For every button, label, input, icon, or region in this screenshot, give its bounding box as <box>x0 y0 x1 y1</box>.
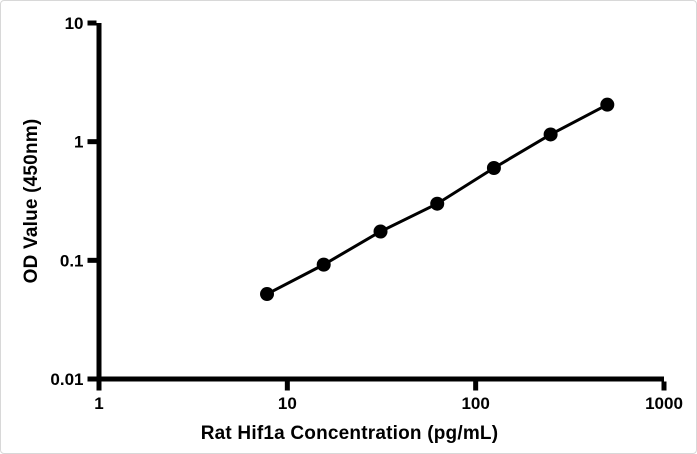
data-point-marker <box>316 257 331 272</box>
y-axis-title: OD Value (450nm) <box>21 118 42 284</box>
x-tick-label: 1 <box>94 394 103 413</box>
data-point-marker <box>486 160 501 175</box>
y-tick-label: 0.01 <box>50 370 83 389</box>
data-point-marker <box>600 97 615 112</box>
y-tick-label: 10 <box>65 14 84 33</box>
x-tick-label: 1000 <box>645 394 683 413</box>
data-point-marker <box>260 287 275 302</box>
x-tick-label: 100 <box>461 394 489 413</box>
x-tick-label: 10 <box>278 394 297 413</box>
data-point-marker <box>373 224 388 239</box>
y-tick-label: 1 <box>74 133 83 152</box>
data-point-marker <box>543 127 558 142</box>
data-point-marker <box>430 196 445 211</box>
x-axis-title: Rat Hif1a Concentration (pg/mL) <box>200 423 499 444</box>
y-tick-label: 0.1 <box>60 251 84 270</box>
